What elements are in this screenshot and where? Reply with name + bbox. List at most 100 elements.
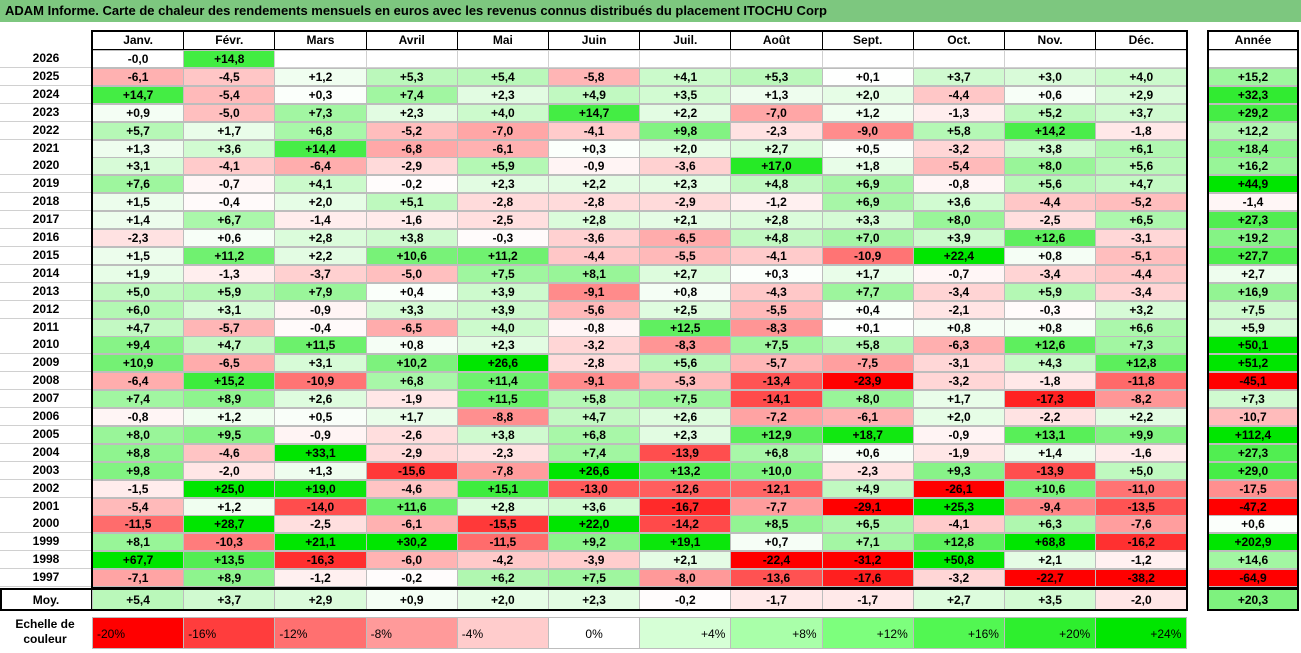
heatmap-cell: +6,6 <box>1095 318 1188 337</box>
heatmap-cell: +17,0 <box>730 157 823 176</box>
heatmap-cell: -0,4 <box>183 193 276 212</box>
heatmap-cell: -0,9 <box>274 300 367 319</box>
heatmap-cell: +7,5 <box>639 390 732 409</box>
heatmap-cell: +4,7 <box>183 336 276 355</box>
heatmap-cell: -7,2 <box>730 408 823 426</box>
color-scale-step: +16% <box>912 617 1005 649</box>
month-header: Juil. <box>639 31 732 50</box>
heatmap-cell: +2,6 <box>639 408 732 426</box>
annual-cell: +27,3 <box>1208 211 1298 230</box>
heatmap-cell: +6,3 <box>1004 515 1097 534</box>
color-scale-step: +12% <box>821 617 914 649</box>
heatmap-cell: +0,3 <box>274 85 367 104</box>
heatmap-cell: -5,1 <box>1095 246 1188 265</box>
month-header: Avril <box>365 31 458 50</box>
heatmap-cell: +8,1 <box>548 264 641 283</box>
heatmap-cell: +2,1 <box>639 211 732 230</box>
heatmap-cell: +1,7 <box>365 408 458 426</box>
heatmap-cell: +8,0 <box>912 211 1005 230</box>
heatmap-cell: -4,4 <box>1004 193 1097 212</box>
color-scale-step: -16% <box>183 617 276 649</box>
heatmap-cell: +1,8 <box>821 157 914 176</box>
heatmap-cell: +1,9 <box>92 264 185 283</box>
heatmap-cell: -1,2 <box>1095 551 1188 570</box>
heatmap-cell: -3,1 <box>1095 229 1188 247</box>
heatmap-cell: +0,3 <box>730 264 823 283</box>
heatmap-cell: +12,8 <box>1095 354 1188 373</box>
heatmap-cell: +0,6 <box>821 443 914 462</box>
heatmap-cell: +2,2 <box>1095 408 1188 426</box>
heatmap-cell: +1,4 <box>1004 443 1097 462</box>
heatmap-cell: +5,8 <box>821 336 914 355</box>
heatmap-cell: -2,5 <box>1004 211 1097 230</box>
heatmap-cell: +7,7 <box>821 282 914 301</box>
heatmap-cell: +4,0 <box>1095 67 1188 86</box>
heatmap-cell: +2,9 <box>1095 85 1188 104</box>
page-title: ADAM Informe. Carte de chaleur des rende… <box>0 0 1301 22</box>
heatmap-cell <box>1095 50 1188 68</box>
heatmap-cell: -14,2 <box>639 515 732 534</box>
heatmap-cell: -4,3 <box>730 282 823 301</box>
heatmap-cell: -1,8 <box>1095 121 1188 140</box>
annual-cell: +14,6 <box>1208 551 1298 570</box>
heatmap-cell: +21,1 <box>274 533 367 552</box>
heatmap-cell: -4,1 <box>183 157 276 176</box>
heatmap-cell: +7,6 <box>92 175 185 194</box>
year-label: 2014 <box>0 264 92 283</box>
heatmap-cell: +6,5 <box>821 515 914 534</box>
heatmap-cell: +12,8 <box>912 533 1005 552</box>
heatmap-cell: -1,4 <box>274 211 367 230</box>
heatmap-cell: +0,1 <box>821 67 914 86</box>
heatmap-cell: -1,5 <box>92 479 185 498</box>
heatmap-cell: -2,3 <box>730 121 823 140</box>
heatmap-cell: +5,9 <box>1004 282 1097 301</box>
heatmap-cell: +7,5 <box>456 264 549 283</box>
heatmap-cell: -2,3 <box>92 229 185 247</box>
heatmap-cell: +11,2 <box>183 246 276 265</box>
heatmap-cell: -6,0 <box>365 551 458 570</box>
heatmap-cell: -2,9 <box>639 193 732 212</box>
heatmap-cell: -5,2 <box>365 121 458 140</box>
heatmap-cell <box>912 50 1005 68</box>
annual-cell: +29,2 <box>1208 103 1298 122</box>
heatmap-cell: -0,9 <box>548 157 641 176</box>
heatmap-cell: +26,6 <box>456 354 549 373</box>
heatmap-cell: +5,9 <box>456 157 549 176</box>
heatmap-cell: +5,6 <box>639 354 732 373</box>
heatmap-cell: +0,8 <box>1004 246 1097 265</box>
year-label: 2013 <box>0 282 92 301</box>
heatmap-cell: +7,5 <box>548 569 641 588</box>
heatmap-cell: -38,2 <box>1095 569 1188 588</box>
heatmap-cell: +7,3 <box>1095 336 1188 355</box>
heatmap-cell: -5,4 <box>183 85 276 104</box>
average-label: Moy. <box>0 589 92 610</box>
heatmap-cell: +6,2 <box>456 569 549 588</box>
heatmap-cell: -11,5 <box>92 515 185 534</box>
annual-header: Année <box>1208 31 1298 50</box>
heatmap-cell: +0,4 <box>365 282 458 301</box>
heatmap-cell: -5,0 <box>365 264 458 283</box>
heatmap-cell: +4,1 <box>274 175 367 194</box>
heatmap-cell: -5,7 <box>730 354 823 373</box>
heatmap-cell: +10,6 <box>1004 479 1097 498</box>
heatmap-cell: +7,5 <box>730 336 823 355</box>
heatmap-cell: -9,0 <box>821 121 914 140</box>
month-header: Mars <box>274 31 367 50</box>
annual-cell: -1,4 <box>1208 193 1298 212</box>
heatmap-cell: +12,5 <box>639 318 732 337</box>
heatmap-cell: +4,8 <box>730 175 823 194</box>
heatmap-cell: +4,0 <box>456 318 549 337</box>
year-label: 1998 <box>0 551 92 570</box>
heatmap-cell: +2,3 <box>456 336 549 355</box>
heatmap-cell: -6,3 <box>912 336 1005 355</box>
average-cell: +2,3 <box>548 589 641 610</box>
heatmap-cell: +3,9 <box>456 300 549 319</box>
heatmap-cell: -13,5 <box>1095 497 1188 516</box>
heatmap-cell: -5,2 <box>1095 193 1188 212</box>
heatmap-cell: +0,3 <box>548 139 641 158</box>
heatmap-cell: -10,9 <box>821 246 914 265</box>
heatmap-cell: +0,6 <box>1004 85 1097 104</box>
heatmap-cell: -11,0 <box>1095 479 1188 498</box>
year-label: 2022 <box>0 121 92 140</box>
heatmap-cell: -1,3 <box>183 264 276 283</box>
